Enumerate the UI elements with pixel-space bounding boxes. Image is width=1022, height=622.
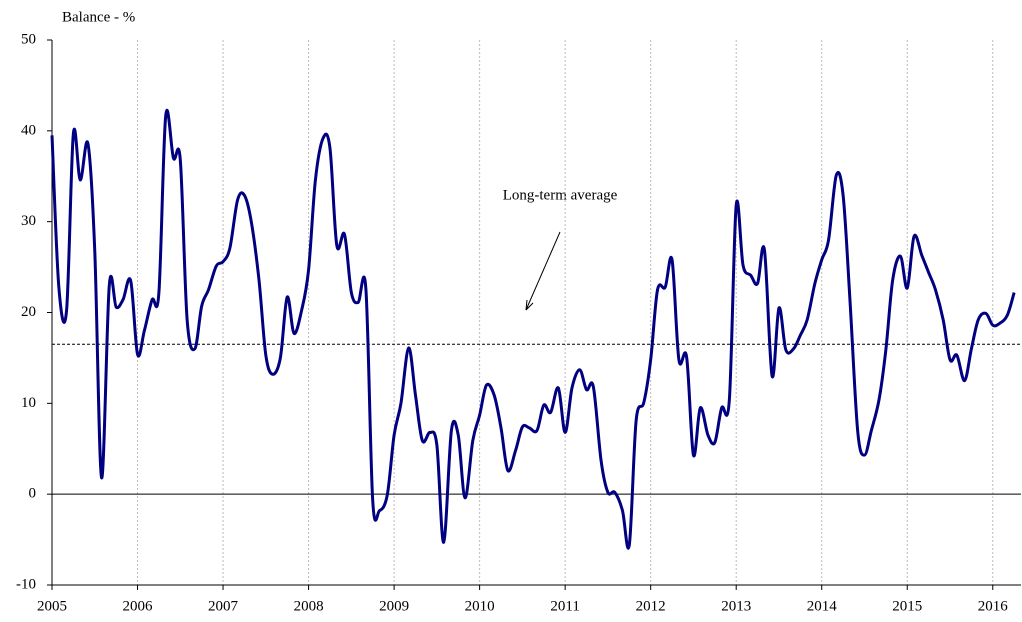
x-tick-label: 2014 (807, 598, 838, 614)
x-tick-label: 2007 (208, 598, 239, 614)
x-tick-label: 2016 (978, 598, 1009, 614)
x-tick-label: 2009 (379, 598, 409, 614)
y-tick-label: 40 (21, 122, 36, 138)
y-tick-label: 0 (29, 486, 37, 502)
y-axis-label: Balance - % (62, 9, 135, 25)
x-tick-label: 2006 (123, 598, 154, 614)
x-tick-label: 2005 (37, 598, 67, 614)
y-tick-label: 10 (21, 395, 36, 411)
y-tick-label: 30 (21, 213, 36, 229)
x-tick-label: 2013 (721, 598, 751, 614)
arrow-head (525, 299, 534, 311)
x-tick-label: 2008 (294, 598, 324, 614)
annotation: Long-term average (503, 187, 618, 203)
annotation-arrow (525, 231, 561, 311)
y-tick-label: 20 (21, 304, 36, 320)
data-line (50, 109, 1016, 550)
y-tick-label: -10 (16, 576, 36, 592)
x-tick-label: 2010 (465, 598, 495, 614)
x-tick-label: 2011 (550, 598, 579, 614)
x-tick-label: 2015 (892, 598, 922, 614)
y-tick-label: 50 (21, 31, 36, 47)
x-tick-label: 2012 (636, 598, 666, 614)
